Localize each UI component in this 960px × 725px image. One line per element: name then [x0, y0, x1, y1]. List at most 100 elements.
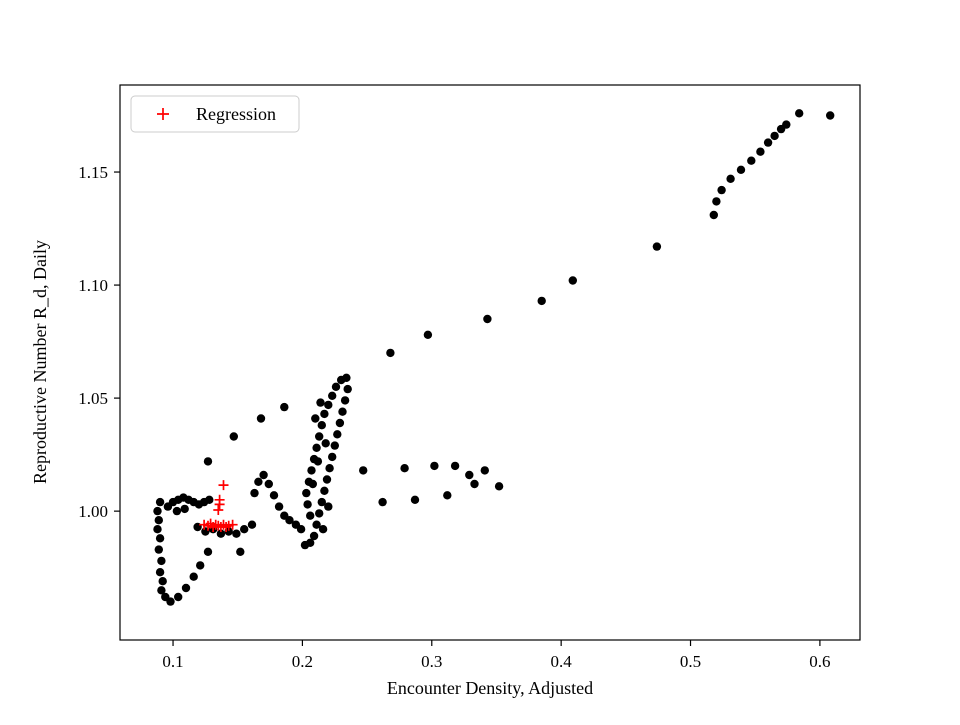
data-point	[568, 276, 577, 285]
data-point	[328, 391, 337, 400]
data-point	[480, 466, 489, 475]
data-point	[315, 509, 324, 518]
data-point	[157, 586, 166, 595]
data-point	[259, 470, 268, 480]
data-point	[309, 531, 319, 541]
data-point	[158, 577, 167, 586]
data-point	[312, 443, 321, 452]
points-layer	[153, 109, 835, 606]
data-point	[343, 384, 352, 394]
x-tick-label: 0.1	[162, 652, 183, 671]
data-point	[315, 432, 324, 441]
data-point	[335, 418, 345, 428]
data-point	[333, 430, 342, 439]
data-point	[756, 147, 765, 156]
data-point	[205, 495, 214, 504]
y-tick-label: 1.00	[78, 502, 108, 521]
data-point	[302, 488, 311, 498]
plot-area	[120, 85, 860, 640]
data-point	[172, 506, 182, 516]
data-point	[324, 502, 333, 511]
data-point	[430, 461, 439, 471]
data-point	[264, 479, 273, 489]
data-point	[155, 568, 165, 577]
data-point	[386, 348, 395, 358]
data-point	[216, 529, 226, 538]
x-tick-label: 0.2	[292, 652, 313, 671]
regression-point	[214, 494, 225, 505]
data-point	[157, 556, 166, 566]
data-point	[378, 497, 387, 507]
data-point	[303, 500, 312, 509]
data-point	[782, 120, 791, 129]
legend-label: Regression	[196, 104, 276, 124]
data-point	[312, 520, 321, 529]
data-point	[306, 511, 315, 520]
data-point	[308, 479, 317, 489]
data-point	[321, 439, 330, 448]
data-point	[322, 475, 332, 484]
data-point	[254, 477, 263, 486]
data-point	[747, 156, 756, 165]
data-point	[483, 314, 492, 324]
data-point	[166, 597, 175, 606]
data-point	[236, 547, 245, 556]
data-point	[331, 382, 341, 391]
y-tick-label: 1.15	[78, 163, 108, 182]
data-point	[256, 414, 266, 423]
data-point	[400, 464, 409, 473]
data-point	[795, 109, 804, 118]
data-point	[324, 400, 333, 410]
data-point	[340, 396, 350, 405]
data-point	[247, 520, 257, 529]
data-point	[313, 457, 323, 466]
data-point	[174, 592, 183, 602]
data-point	[311, 414, 320, 423]
data-point	[240, 525, 249, 534]
data-point	[465, 470, 474, 480]
regression-point	[227, 519, 238, 530]
data-point	[316, 398, 325, 407]
data-point	[325, 464, 334, 473]
data-point	[229, 432, 238, 441]
data-point	[250, 488, 259, 498]
x-tick-label: 0.3	[421, 652, 442, 671]
data-point	[232, 529, 241, 538]
x-axis-label: Encounter Density, Adjusted	[387, 678, 593, 698]
data-point	[736, 165, 746, 174]
data-point	[317, 497, 326, 507]
data-point	[153, 506, 162, 516]
data-point	[180, 504, 189, 514]
data-point	[155, 534, 165, 543]
data-point	[726, 174, 735, 183]
data-point	[154, 516, 163, 525]
legend: Regression	[130, 95, 300, 133]
legend-plus-icon	[157, 108, 169, 120]
data-point	[189, 572, 198, 581]
data-point	[652, 242, 662, 251]
data-point	[155, 497, 165, 507]
regression-point	[213, 505, 224, 515]
data-point	[712, 197, 721, 206]
x-tick-label: 0.6	[809, 652, 830, 671]
data-point	[450, 461, 460, 471]
y-tick-label: 1.05	[78, 389, 108, 408]
data-point	[153, 525, 162, 534]
data-point	[763, 138, 773, 147]
data-point	[359, 466, 368, 475]
data-point	[320, 409, 329, 419]
y-axis-label: Reproductive Number R_d, Daily	[30, 240, 50, 484]
data-point	[330, 441, 339, 450]
x-tick-label: 0.5	[680, 652, 701, 671]
data-point	[410, 495, 420, 504]
legend-box	[130, 95, 300, 133]
data-point	[296, 525, 306, 534]
x-tick-label: 0.4	[551, 652, 573, 671]
data-point	[285, 516, 294, 525]
data-point	[717, 185, 726, 195]
data-point	[338, 407, 347, 416]
y-tick-label: 1.10	[78, 276, 108, 295]
data-point	[181, 583, 191, 593]
data-point	[320, 486, 329, 495]
